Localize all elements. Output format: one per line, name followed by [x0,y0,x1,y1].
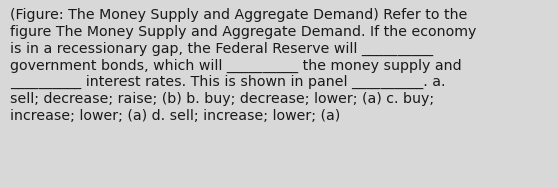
Text: increase; lower; (a) d. sell; increase; lower; (a): increase; lower; (a) d. sell; increase; … [10,109,340,123]
Text: figure The Money Supply and Aggregate Demand. If the economy: figure The Money Supply and Aggregate De… [10,25,477,39]
Text: is in a recessionary gap, the Federal Reserve will __________: is in a recessionary gap, the Federal Re… [10,42,433,56]
Text: (Figure: The Money Supply and Aggregate Demand) Refer to the: (Figure: The Money Supply and Aggregate … [10,8,468,22]
Text: __________ interest rates. This is shown in panel __________. a.: __________ interest rates. This is shown… [10,75,445,89]
Text: sell; decrease; raise; (b) b. buy; decrease; lower; (a) c. buy;: sell; decrease; raise; (b) b. buy; decre… [10,92,434,106]
Text: government bonds, which will __________ the money supply and: government bonds, which will __________ … [10,59,461,73]
